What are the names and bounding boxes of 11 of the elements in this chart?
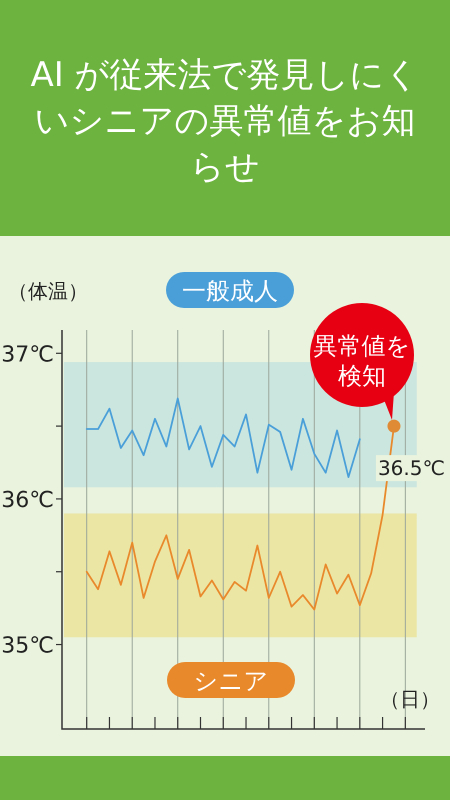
y-tick-label: 37℃ bbox=[1, 342, 54, 368]
text: 一般成人 bbox=[182, 277, 278, 305]
y-tick-label: 36℃ bbox=[1, 488, 54, 513]
x-axis-title: （日） bbox=[380, 687, 440, 711]
y-tick-label: 35℃ bbox=[1, 634, 54, 659]
y-axis-title: （体温） bbox=[8, 279, 88, 303]
data-label: 36.5℃ bbox=[378, 456, 445, 480]
line-series bbox=[86, 398, 361, 478]
chart-title: AI が従来法で発見しにくいシニアの異常値をお知らせ bbox=[30, 54, 420, 189]
annotation: 異常値を検知 bbox=[314, 332, 410, 390]
text: シニア bbox=[194, 667, 268, 695]
